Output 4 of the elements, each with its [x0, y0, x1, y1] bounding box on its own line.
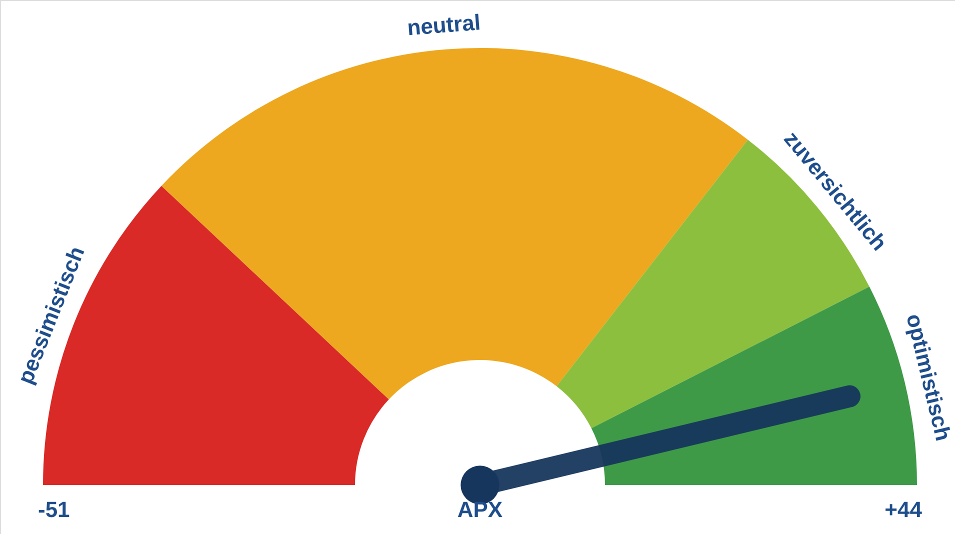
slice-label: neutral: [406, 10, 482, 40]
text: APX: [457, 497, 503, 522]
text: +44: [884, 497, 923, 522]
text: -51: [38, 497, 70, 522]
